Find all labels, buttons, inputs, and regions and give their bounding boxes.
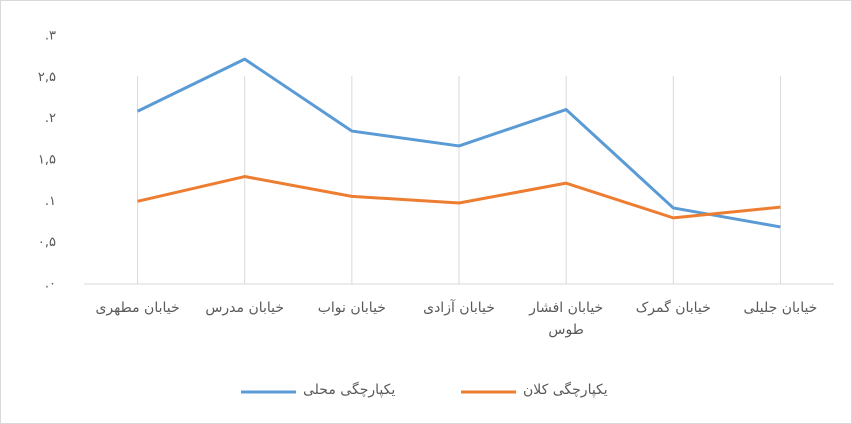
y-tick-label: ۱,۵ <box>38 153 56 168</box>
y-tick-label: .۲ <box>45 111 56 126</box>
y-tick-label: ۲,۵ <box>38 70 56 85</box>
legend-label: یکپارچگی محلی <box>303 382 396 398</box>
y-tick-label: .۳ <box>45 29 56 44</box>
x-tick-label: خیابان آزادی <box>423 300 495 316</box>
x-tick-label: خیابان مطهری <box>95 300 180 316</box>
x-tick-label: خیابان گمرک <box>635 300 711 316</box>
x-tick-label: خیابان جلیلی <box>743 300 818 316</box>
x-tick-label: خیابان افشار طوس <box>529 300 604 338</box>
x-tick-label: خیابان نواب <box>317 300 386 316</box>
series-line <box>136 57 781 229</box>
y-tick-label: .۰ <box>45 277 56 292</box>
x-tick-label: خیابان مدرس <box>205 300 285 316</box>
y-tick-label: ۰,۵ <box>38 235 56 250</box>
y-tick-label: .۱ <box>45 194 56 209</box>
series-line <box>137 175 781 220</box>
legend-label: یکپارچگی کلان <box>523 382 608 398</box>
